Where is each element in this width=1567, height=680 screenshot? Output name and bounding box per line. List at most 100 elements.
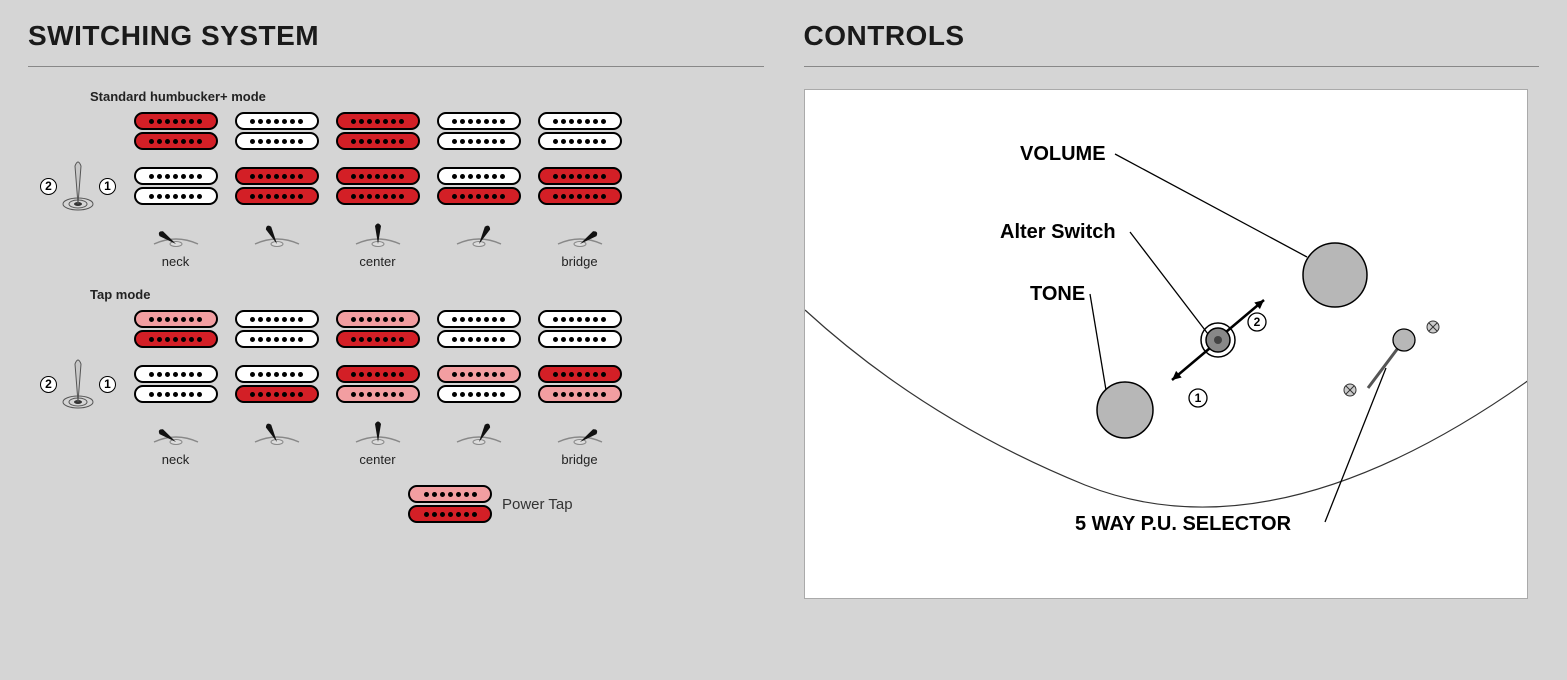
position-label: center bbox=[359, 452, 395, 467]
pickup-coil bbox=[336, 167, 420, 185]
pickup-coil bbox=[437, 112, 521, 130]
selector-knob bbox=[1393, 329, 1415, 351]
position-label: center bbox=[359, 254, 395, 269]
pickup-coil bbox=[437, 167, 521, 185]
controls-title: CONTROLS bbox=[804, 20, 1540, 67]
selector-position-icon bbox=[151, 420, 201, 448]
pickup-coil bbox=[408, 505, 492, 523]
selector-cell bbox=[229, 420, 324, 467]
selector-cell bbox=[431, 420, 526, 467]
humbucker bbox=[437, 112, 521, 150]
selector-position-icon bbox=[252, 420, 302, 448]
alter-switch-indicator: 2 1 bbox=[28, 156, 128, 216]
humbucker bbox=[134, 167, 218, 205]
selector-position-icon bbox=[454, 420, 504, 448]
pickup-coil bbox=[336, 365, 420, 383]
tone-knob bbox=[1097, 382, 1153, 438]
pickup-coil bbox=[538, 132, 622, 150]
pickup-coil bbox=[336, 187, 420, 205]
humbucker bbox=[538, 310, 622, 348]
pickup-coil bbox=[134, 310, 218, 328]
pickup-coil bbox=[437, 310, 521, 328]
switching-title: SWITCHING SYSTEM bbox=[28, 20, 764, 67]
switching-body: Standard humbucker+ mode2 1 neck center … bbox=[28, 89, 764, 523]
mini-toggle-icon bbox=[61, 354, 95, 414]
leader-line bbox=[1130, 232, 1208, 334]
leader-line bbox=[1090, 294, 1107, 396]
humbucker bbox=[437, 167, 521, 205]
alter-switch-indicator: 2 1 bbox=[28, 354, 128, 414]
selector-position-icon bbox=[555, 222, 605, 250]
pickup-coil bbox=[235, 112, 319, 130]
pickup-coil bbox=[408, 485, 492, 503]
pickup-coil bbox=[538, 330, 622, 348]
mode-label: Tap mode bbox=[90, 287, 764, 302]
pickup-coil bbox=[235, 187, 319, 205]
pickup-coil bbox=[235, 310, 319, 328]
mini-toggle-icon bbox=[61, 156, 95, 216]
selector-cell: bridge bbox=[532, 222, 627, 269]
pickup-coil bbox=[336, 385, 420, 403]
position-label: neck bbox=[162, 452, 189, 467]
pickup-coil bbox=[336, 310, 420, 328]
humbucker bbox=[235, 365, 319, 403]
humbucker bbox=[134, 112, 218, 150]
pickup-coil bbox=[538, 112, 622, 130]
position-label: neck bbox=[162, 254, 189, 269]
pickup-coil bbox=[437, 187, 521, 205]
power-tap-legend: Power Tap bbox=[408, 485, 764, 523]
pickup-coil bbox=[336, 112, 420, 130]
pickup-coil bbox=[235, 132, 319, 150]
humbucker bbox=[336, 365, 420, 403]
pickup-coil bbox=[538, 167, 622, 185]
mode-label: Standard humbucker+ mode bbox=[90, 89, 764, 104]
alter-pos-1-text: 1 bbox=[1194, 391, 1201, 405]
humbucker bbox=[336, 310, 420, 348]
leader-line bbox=[1115, 154, 1307, 257]
pickup-coil bbox=[134, 112, 218, 130]
pickup-coil bbox=[437, 365, 521, 383]
pickup-coil bbox=[235, 365, 319, 383]
humbucker bbox=[134, 365, 218, 403]
humbucker bbox=[134, 310, 218, 348]
selector-cell: center bbox=[330, 420, 425, 467]
selector-position-icon bbox=[454, 222, 504, 250]
pickup-coil bbox=[538, 385, 622, 403]
selector-position-icon bbox=[353, 420, 403, 448]
legend-label: Power Tap bbox=[502, 496, 573, 513]
pickup-coil bbox=[134, 365, 218, 383]
humbucker bbox=[437, 310, 521, 348]
volume-knob bbox=[1303, 243, 1367, 307]
volume-label: VOLUME bbox=[1020, 143, 1106, 165]
selector-cell: neck bbox=[128, 420, 223, 467]
humbucker bbox=[336, 167, 420, 205]
humbucker bbox=[235, 112, 319, 150]
selector-cell: neck bbox=[128, 222, 223, 269]
selector-position-icon bbox=[151, 222, 201, 250]
position-label: bridge bbox=[561, 254, 597, 269]
humbucker bbox=[235, 167, 319, 205]
alter-switch-center bbox=[1214, 336, 1222, 344]
pickup-coil bbox=[134, 132, 218, 150]
body-outline bbox=[805, 310, 1528, 507]
toggle-num-2: 2 bbox=[40, 376, 57, 393]
pickup-coil bbox=[538, 310, 622, 328]
pickup-coil bbox=[538, 365, 622, 383]
alter-pos-2-text: 2 bbox=[1253, 315, 1260, 329]
pickup-coil bbox=[336, 330, 420, 348]
selector-position-icon bbox=[555, 420, 605, 448]
position-label: bridge bbox=[561, 452, 597, 467]
pickup-coil bbox=[437, 330, 521, 348]
toggle-num-2: 2 bbox=[40, 178, 57, 195]
pickup-coil bbox=[437, 385, 521, 403]
selector-cell bbox=[229, 222, 324, 269]
humbucker bbox=[538, 365, 622, 403]
pickup-coil bbox=[336, 132, 420, 150]
pickup-coil bbox=[235, 330, 319, 348]
selector-cell bbox=[431, 222, 526, 269]
mode-block: Standard humbucker+ mode2 1 neck center … bbox=[28, 89, 764, 269]
selector-cell: bridge bbox=[532, 420, 627, 467]
toggle-num-1: 1 bbox=[99, 376, 116, 393]
pickup-coil bbox=[134, 385, 218, 403]
humbucker bbox=[235, 310, 319, 348]
